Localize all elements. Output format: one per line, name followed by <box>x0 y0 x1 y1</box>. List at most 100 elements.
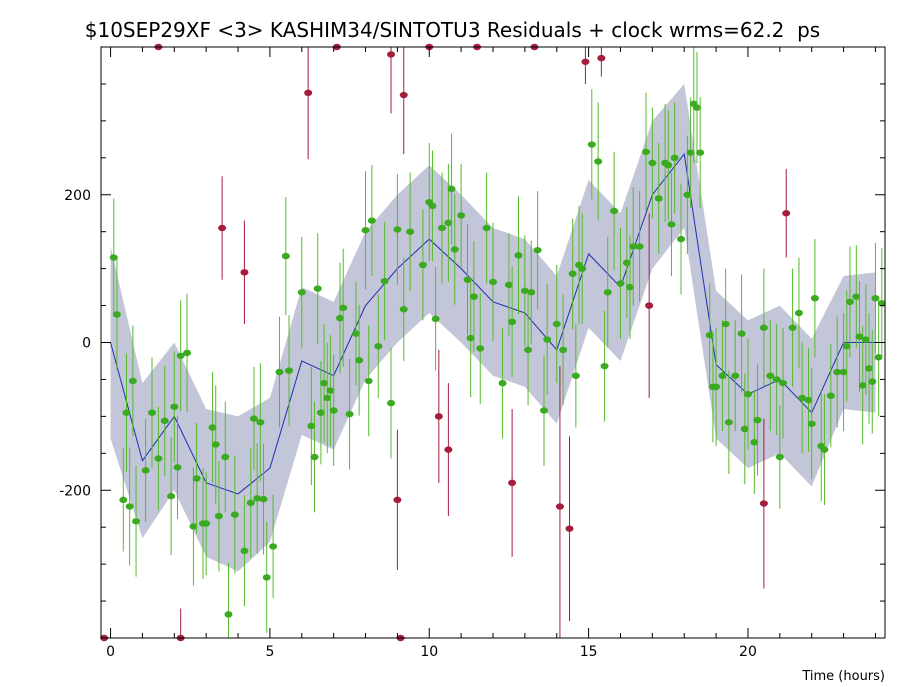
good-point <box>852 293 861 300</box>
good-point <box>804 396 813 404</box>
good-point <box>132 518 141 525</box>
good-point <box>431 315 440 323</box>
good-point <box>339 304 348 311</box>
flagged-point <box>240 269 249 276</box>
good-point <box>313 285 322 292</box>
good-point <box>275 368 284 376</box>
good-point <box>128 377 137 385</box>
good-point <box>109 254 118 261</box>
good-point <box>482 224 491 232</box>
axes-layer: 0 5 10 15 20 -200 0 200 <box>59 47 885 660</box>
good-point <box>654 195 663 202</box>
good-point <box>871 294 880 302</box>
good-point <box>877 300 886 307</box>
good-point <box>253 495 262 502</box>
good-point <box>845 298 854 306</box>
good-point <box>476 345 485 352</box>
good-point <box>543 336 552 343</box>
good-point <box>202 520 211 527</box>
good-point <box>160 417 169 425</box>
good-point <box>603 289 612 296</box>
flagged-point <box>508 479 517 487</box>
good-point <box>775 453 784 461</box>
good-point <box>743 391 752 398</box>
good-point <box>807 420 816 427</box>
good-point <box>635 243 644 250</box>
good-point <box>504 281 513 289</box>
good-point <box>323 394 332 402</box>
good-point <box>826 392 835 399</box>
good-point <box>154 455 163 462</box>
good-point <box>214 512 223 520</box>
good-point <box>874 354 883 361</box>
good-point <box>788 324 797 331</box>
good-point <box>533 246 542 254</box>
y-tick-label: 200 <box>64 188 91 204</box>
good-point <box>712 383 721 391</box>
good-point <box>600 362 609 370</box>
good-point <box>406 228 415 235</box>
x-tick-label: 15 <box>580 644 598 660</box>
good-point <box>718 372 727 379</box>
good-point <box>610 207 619 215</box>
good-point <box>281 252 290 260</box>
good-point <box>616 280 625 287</box>
good-point <box>374 342 383 350</box>
flagged-point <box>399 91 408 99</box>
flagged-point <box>218 224 227 232</box>
good-point <box>798 394 807 402</box>
good-point <box>380 277 389 285</box>
good-point <box>594 158 603 165</box>
good-point <box>466 334 475 342</box>
flagged-point <box>645 302 654 309</box>
flagged-point <box>581 58 590 65</box>
good-point <box>489 278 497 286</box>
good-point <box>740 425 749 433</box>
y-tick-label: -200 <box>59 483 91 499</box>
good-point <box>527 289 536 296</box>
good-point <box>221 453 230 461</box>
good-point <box>269 543 278 550</box>
good-point <box>355 357 364 364</box>
flagged-point <box>304 89 313 97</box>
good-point <box>696 149 705 156</box>
good-point <box>418 261 427 269</box>
good-point <box>578 265 587 272</box>
good-point <box>246 499 255 507</box>
good-point <box>664 162 673 169</box>
x-axis-title: Time (hours) <box>801 669 885 684</box>
good-point <box>820 446 829 453</box>
good-point <box>868 378 877 385</box>
good-point <box>724 419 733 426</box>
good-point <box>648 159 657 167</box>
flagged-point <box>393 496 402 504</box>
good-point <box>438 224 447 232</box>
good-point <box>316 409 325 416</box>
good-point <box>626 283 635 291</box>
good-point <box>810 294 819 302</box>
good-point <box>750 439 759 446</box>
good-point <box>508 318 517 326</box>
good-point <box>147 409 156 416</box>
good-point <box>173 464 182 471</box>
good-point <box>641 148 650 156</box>
good-point <box>170 403 179 410</box>
good-point <box>463 276 472 283</box>
good-point <box>447 185 456 193</box>
x-tick-label: 10 <box>420 644 438 660</box>
good-point <box>361 227 370 234</box>
good-point <box>779 379 788 387</box>
good-point <box>520 287 529 294</box>
good-point <box>259 495 268 503</box>
good-point <box>307 422 316 430</box>
flagged-point <box>782 210 791 217</box>
good-point <box>444 219 453 227</box>
good-point <box>112 311 121 318</box>
good-point <box>387 399 396 407</box>
good-point <box>256 419 265 426</box>
good-point <box>766 372 775 379</box>
good-point <box>224 611 233 618</box>
good-point <box>189 523 198 530</box>
good-point <box>320 379 329 387</box>
